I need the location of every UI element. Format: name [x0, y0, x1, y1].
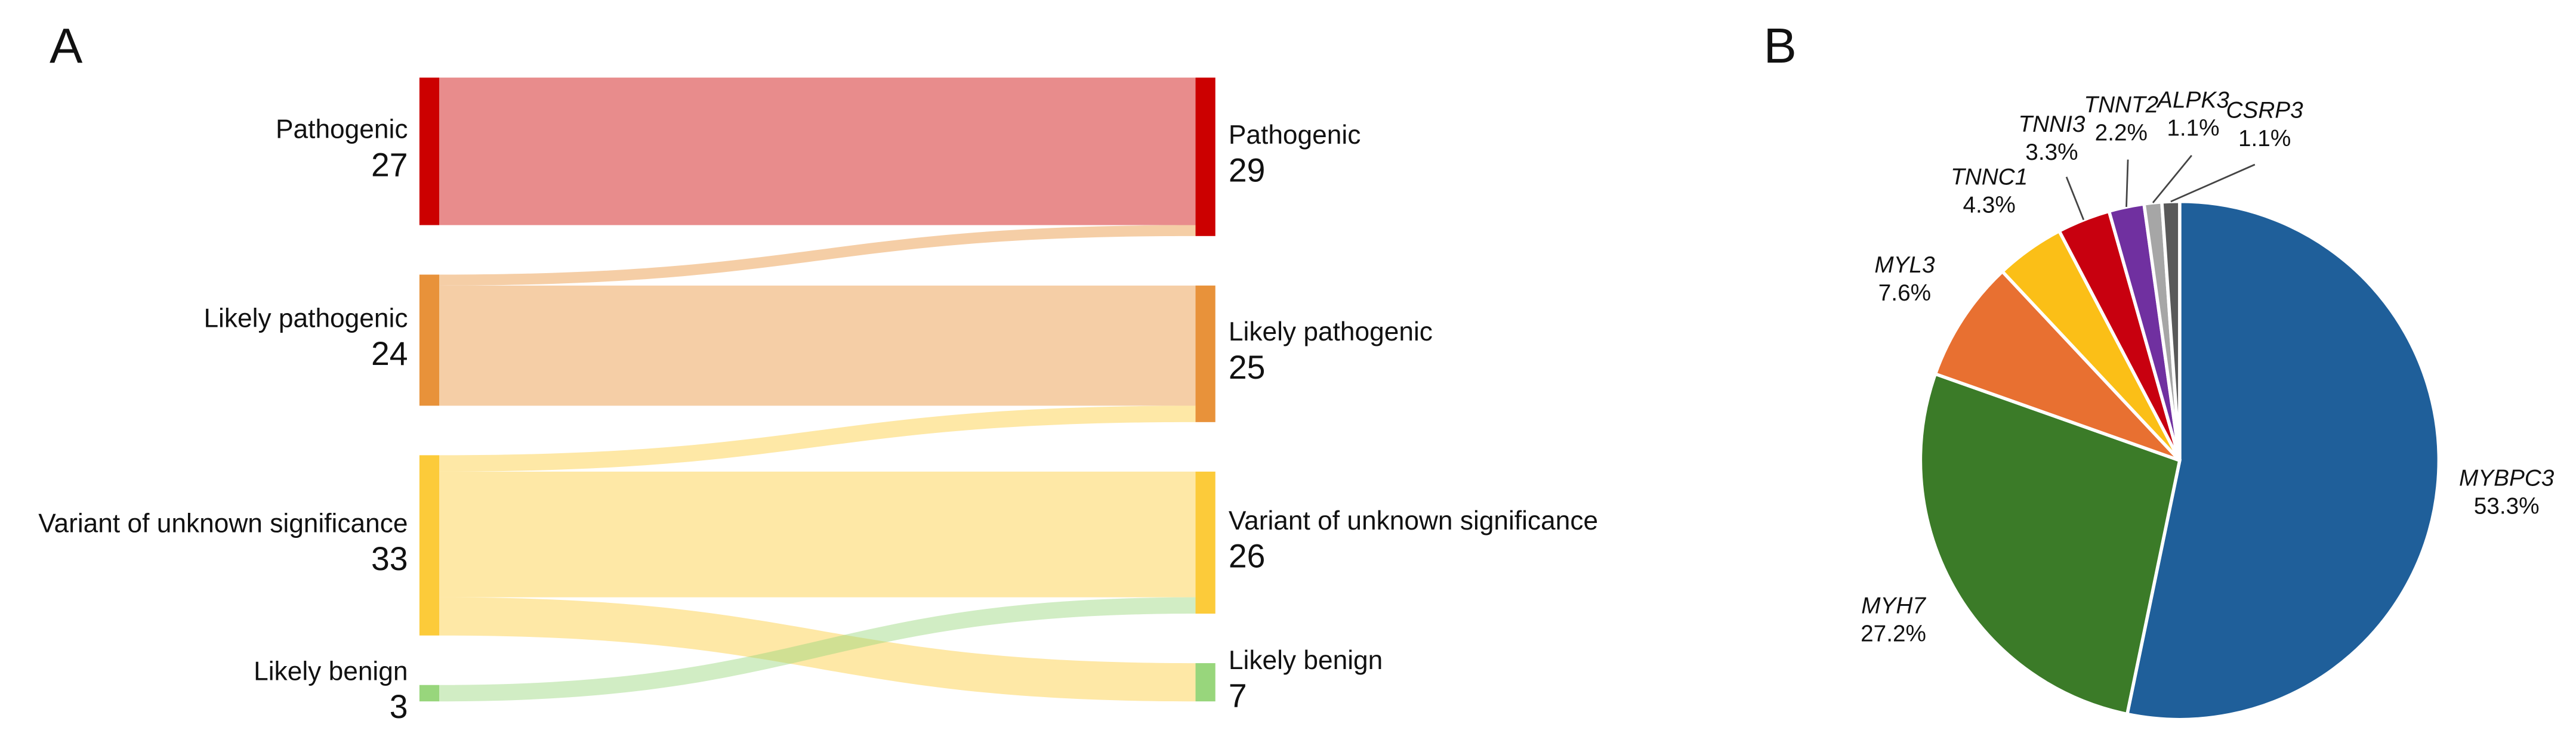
- node: [419, 78, 440, 225]
- slice-value: 2.2%: [2095, 120, 2148, 146]
- node: [419, 685, 440, 702]
- node-value: 3: [390, 688, 408, 725]
- slice-name: ALPK3: [2156, 87, 2229, 113]
- node-name: Likely pathogenic: [1229, 317, 1433, 346]
- slice-value: 27.2%: [1861, 621, 1926, 647]
- slice-name: TNNI3: [2018, 112, 2085, 137]
- slice-name: TNNC1: [1951, 165, 2028, 190]
- leader-line: [2125, 159, 2129, 208]
- node-name: Likely benign: [1229, 646, 1383, 675]
- slice-name: MYBPC3: [2459, 465, 2555, 491]
- pie-slice: [1933, 269, 2181, 462]
- node: [1195, 663, 1215, 702]
- node-value: 27: [371, 146, 408, 183]
- slice-value: 53.3%: [2474, 493, 2540, 519]
- panel-label: A: [50, 18, 83, 73]
- flow-link: [439, 471, 1196, 598]
- leader-line: [2170, 163, 2256, 203]
- flow-link: [439, 285, 1196, 406]
- flow-link: [439, 78, 1196, 225]
- slice-name: CSRP3: [2226, 98, 2304, 123]
- node-name: Likely pathogenic: [203, 304, 408, 333]
- slice-value: 7.6%: [1878, 280, 1931, 306]
- pie-slice: [1918, 372, 2182, 716]
- node-value: 25: [1229, 349, 1266, 386]
- node-value: 29: [1229, 151, 1266, 188]
- node: [1195, 285, 1215, 422]
- node-value: 7: [1229, 677, 1247, 714]
- slice-name: TNNT2: [2084, 92, 2158, 117]
- node: [419, 274, 440, 406]
- node-name: Pathogenic: [276, 115, 408, 144]
- node-name: Variant of unknown significance: [1229, 506, 1598, 535]
- slice-value: 1.1%: [2167, 115, 2219, 141]
- node: [419, 455, 440, 636]
- node: [1195, 471, 1215, 614]
- leader-line: [2152, 154, 2192, 203]
- slice-name: MYL3: [1874, 252, 1935, 278]
- flow-link: [439, 597, 1196, 702]
- flow-link: [439, 405, 1196, 472]
- links: [439, 78, 1196, 702]
- panel-label: B: [1763, 18, 1796, 73]
- flow-link: [439, 597, 1196, 702]
- slice-value: 1.1%: [2238, 126, 2291, 151]
- node-value: 33: [371, 540, 408, 577]
- slice-name: MYH7: [1861, 593, 1926, 619]
- slice-value: 4.3%: [1963, 193, 2015, 218]
- node-value: 24: [371, 335, 408, 372]
- node-value: 26: [1229, 537, 1266, 574]
- slice-value: 3.3%: [2025, 140, 2078, 165]
- flow-link: [439, 225, 1196, 286]
- node-name: Pathogenic: [1229, 120, 1361, 150]
- node: [1195, 78, 1215, 236]
- node-name: Likely benign: [254, 657, 408, 686]
- node-name: Variant of unknown significance: [38, 509, 408, 538]
- pie-slice: [2125, 199, 2441, 722]
- leader-line: [2065, 177, 2085, 221]
